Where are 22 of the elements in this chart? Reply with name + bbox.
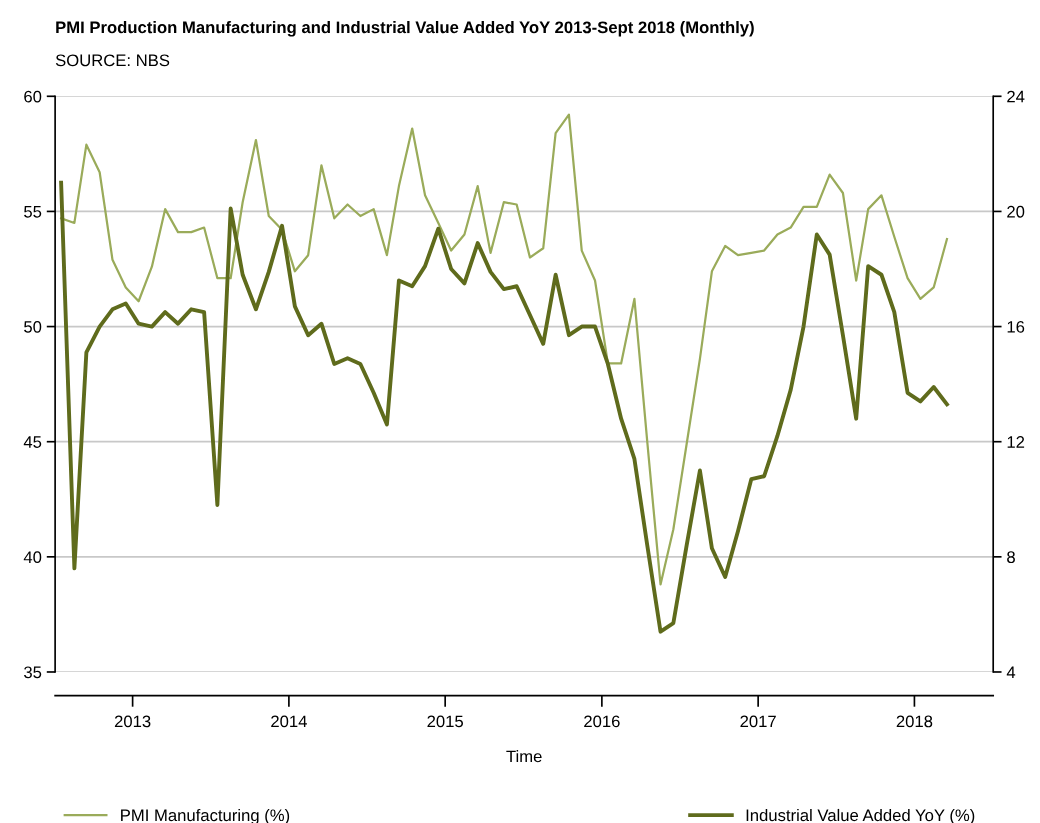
y2-tick-label: 24 (1007, 90, 1025, 103)
x-tick-label: 2013 (114, 715, 151, 728)
x-axis-title: Time (506, 750, 542, 763)
y-tick-label: 50 (24, 320, 42, 333)
line-series (59, 180, 949, 634)
y-tick-label: 55 (24, 206, 42, 218)
y-tick-label: 35 (24, 666, 42, 679)
x-tick-label: 2014 (271, 715, 307, 728)
y2-tick-label: 16 (1007, 320, 1025, 333)
y-tick-label: 40 (23, 551, 42, 564)
y2-tick-label: 4 (1006, 666, 1016, 679)
x-tick-label: 2017 (740, 715, 776, 728)
y2-tick-label: 12 (1007, 436, 1025, 448)
y2-tick-label: 20 (1007, 205, 1025, 218)
chart-title: PMI Production Manufacturing and Industrial Value Added YoY 2013-Sept 2018 (Monthly) (56, 21, 754, 37)
x-tick-label: 2018 (896, 715, 933, 728)
source-note: SOURCE: NBS (55, 54, 170, 67)
y2-tick-label: 8 (1007, 551, 1015, 564)
x-tick-label: 2016 (584, 715, 620, 728)
y-tick-label: 45 (23, 436, 42, 448)
x-tick-label: 2015 (427, 715, 464, 728)
y-tick-label: 60 (24, 90, 42, 103)
